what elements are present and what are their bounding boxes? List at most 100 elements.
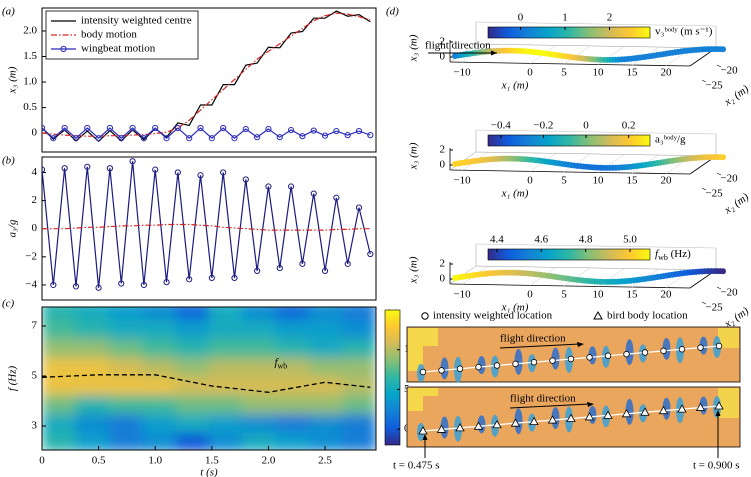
legend-label: wingbeat motion [81, 43, 156, 55]
series-line [42, 223, 371, 231]
heatmap-cell [142, 413, 177, 433]
heatmap-cell [108, 394, 143, 414]
fwb-label: fwb [274, 356, 287, 371]
y-tick-label: −4 [25, 278, 37, 290]
legend-label: body motion [81, 29, 137, 41]
data-point [95, 284, 102, 291]
heatmap-cell [309, 338, 344, 358]
heatmap-cell [209, 432, 243, 450]
heatmap-cell [209, 338, 243, 358]
legend-label: intensity weighted location [433, 310, 553, 322]
data-point [72, 283, 80, 290]
data-point [163, 135, 170, 142]
time-label: t = 0.475 s [393, 460, 440, 472]
colorbar-tick-label: 2 [607, 12, 613, 24]
legend-label: bird body location [607, 310, 688, 322]
series-line [42, 161, 371, 288]
heatmap [42, 307, 376, 450]
data-point [299, 260, 306, 267]
arrow-head [577, 342, 584, 347]
x-tick-label: 0 [527, 289, 533, 301]
data-point [118, 135, 125, 142]
marker [566, 413, 576, 422]
marker [660, 347, 667, 355]
arrow-head [491, 50, 497, 56]
data-point [333, 194, 340, 201]
legend-marker [60, 45, 67, 53]
heatmap-cell [242, 338, 277, 358]
y-tick [701, 301, 707, 305]
data-point [220, 124, 227, 132]
heatmap-cell [342, 307, 376, 321]
annotation: flight direction [425, 40, 491, 52]
data-point [355, 127, 363, 135]
colorbar-tick-label: 5.0 [623, 234, 637, 246]
bird-blob [440, 416, 449, 439]
x-tick-label: 15 [627, 67, 639, 79]
x-tick-label: 0.5 [92, 455, 106, 467]
y-tick-label: 2 [32, 194, 38, 206]
label-part: f [655, 248, 660, 260]
heatmap-cell [275, 307, 310, 321]
data-point [50, 135, 57, 142]
trajectory [452, 46, 726, 63]
heatmap-cell [242, 376, 277, 396]
marker [547, 415, 558, 424]
annotation: flight direction [500, 333, 566, 345]
heatmap-clip [42, 307, 376, 450]
heatmap-cell [142, 319, 177, 339]
data-point [220, 169, 227, 176]
data-point [174, 124, 181, 132]
bird-blob [551, 347, 560, 370]
marker [623, 350, 630, 358]
trajectory-dot [720, 46, 726, 53]
marker [714, 401, 724, 410]
marker [549, 357, 556, 364]
bird-blob [625, 339, 634, 366]
x-tick-label: 0 [527, 175, 533, 187]
data-point [118, 280, 125, 287]
heatmap-cell [209, 394, 243, 414]
data-point [186, 276, 193, 283]
panel-label: (c) [2, 298, 15, 310]
data-point [140, 135, 147, 142]
data-point [152, 166, 159, 173]
heatmap-cell [142, 307, 177, 321]
x-tick-label: 10 [593, 67, 605, 79]
heatmap-cell [75, 376, 110, 396]
y-tick-label: 4 [32, 166, 38, 178]
heatmap-cell [242, 319, 277, 339]
z-tick-label: 2 [440, 258, 446, 270]
heatmap-cell [342, 357, 376, 377]
axis-line [449, 283, 691, 289]
arrow-head [422, 434, 428, 440]
x-tick-label: 5 [561, 67, 567, 79]
colorbar-tick-label: 4.6 [534, 234, 548, 246]
marker [677, 404, 687, 413]
data-point [72, 135, 80, 142]
trajectory [452, 268, 726, 285]
data-point [287, 126, 295, 134]
annotation: flight direction [510, 393, 576, 405]
marker [510, 418, 521, 427]
heatmap-cell [175, 307, 210, 321]
heatmap-cell [75, 357, 110, 377]
trajectory [452, 154, 726, 171]
z-axis-label: x₃ (m) [408, 34, 420, 62]
plot-frame [41, 306, 377, 451]
marker [658, 405, 669, 415]
data-point [299, 133, 306, 140]
data-point [231, 135, 238, 142]
y-tick-label: −25 [705, 188, 723, 200]
colorbar-tick-label: 4.4 [490, 234, 504, 246]
data-point [129, 158, 136, 165]
heatmap-cell [42, 319, 76, 339]
heatmap-cell [342, 376, 376, 396]
arrow-head [715, 410, 721, 416]
heatmap-cell [108, 376, 143, 396]
marker [697, 344, 704, 351]
data-point [152, 124, 159, 132]
heatmap-cell [309, 319, 344, 339]
box-edge [475, 151, 717, 157]
bird-blob [662, 397, 671, 420]
